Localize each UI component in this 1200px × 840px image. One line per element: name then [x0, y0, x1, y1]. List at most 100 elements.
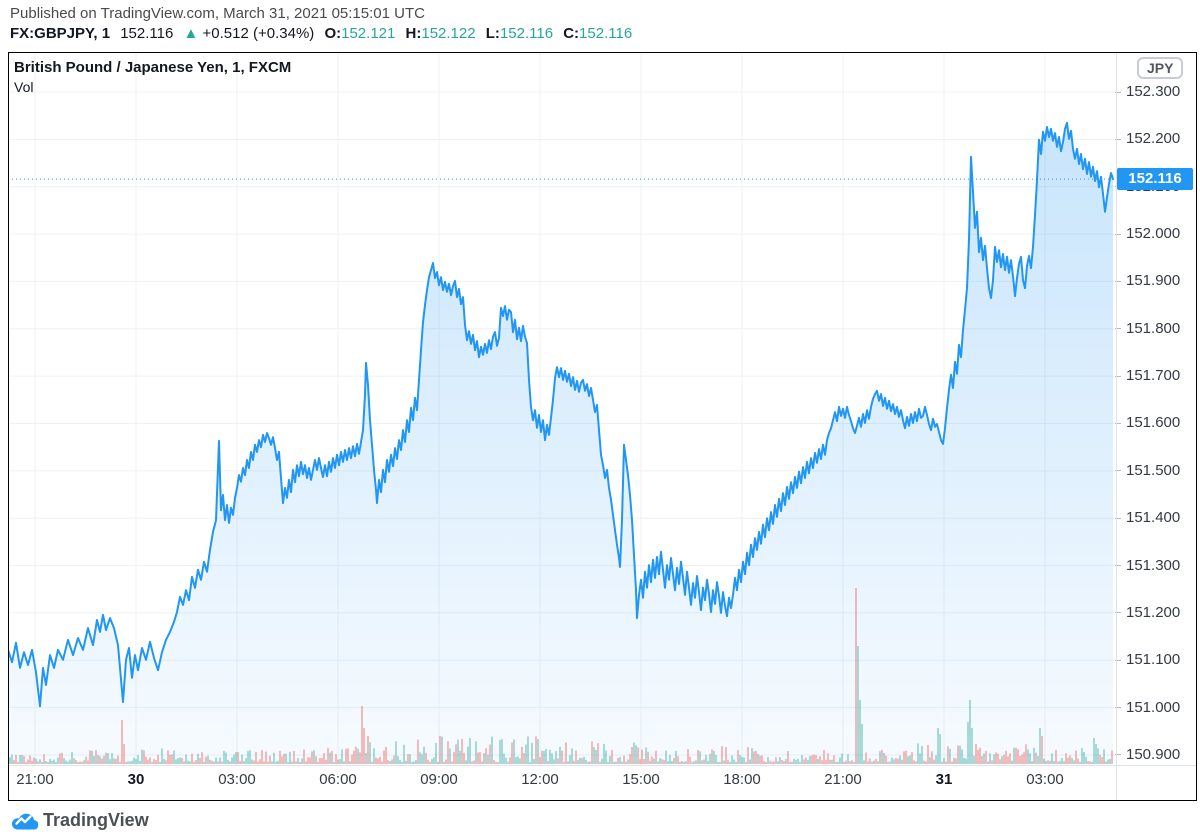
y-axis-tick	[1115, 91, 1121, 93]
y-axis-tick	[1115, 707, 1121, 709]
volume-bar	[357, 748, 359, 764]
volume-bar	[117, 755, 119, 764]
volume-bar	[439, 736, 441, 764]
volume-bar	[1111, 750, 1113, 764]
volume-bar	[559, 746, 561, 764]
volume-bar	[927, 744, 929, 764]
volume-bar	[601, 758, 603, 764]
volume-bar	[401, 761, 403, 764]
volume-bar	[51, 760, 53, 764]
volume-bar	[763, 761, 765, 764]
volume-bar	[479, 752, 481, 764]
tradingview-logo[interactable]: TradingView	[10, 806, 149, 834]
volume-bar	[259, 759, 261, 764]
volume-bar	[241, 754, 243, 764]
volume-bar	[215, 757, 217, 764]
y-axis-label: 151.800	[1126, 319, 1181, 337]
volume-bar	[801, 755, 803, 764]
volume-bar	[895, 757, 897, 764]
volume-bar	[857, 646, 859, 764]
volume-bar	[623, 755, 625, 764]
volume-bar	[1065, 753, 1067, 764]
volume-bar	[435, 742, 437, 764]
volume-bar	[1097, 748, 1099, 764]
volume-bar	[819, 756, 821, 764]
volume-bar	[221, 761, 223, 764]
volume-bar	[95, 750, 97, 764]
volume-bar	[411, 762, 413, 764]
volume-bar	[231, 757, 233, 764]
volume-bar	[649, 760, 651, 764]
volume-bar	[321, 758, 323, 764]
volume-bar	[391, 759, 393, 764]
volume-bar	[345, 748, 347, 764]
volume-bar	[141, 749, 143, 764]
volume-bar	[643, 759, 645, 764]
volume-bar	[187, 760, 189, 764]
tradingview-wordmark: TradingView	[43, 809, 149, 830]
volume-bar	[19, 755, 21, 764]
volume-bar	[667, 761, 669, 764]
volume-bar	[647, 751, 649, 764]
volume-bar	[991, 760, 993, 764]
volume-bar	[515, 757, 517, 764]
volume-bar	[445, 759, 447, 764]
volume-bar	[29, 755, 31, 764]
volume-bar	[799, 762, 801, 764]
volume-bar	[709, 753, 711, 764]
volume-bar	[657, 761, 659, 764]
volume-bar	[551, 753, 553, 764]
volume-bar	[315, 756, 317, 764]
volume-bar	[195, 760, 197, 764]
volume-bar	[1051, 753, 1053, 764]
volume-bar	[805, 757, 807, 764]
volume-bar	[1069, 755, 1071, 764]
volume-bar	[121, 720, 123, 764]
volume-bar	[909, 755, 911, 764]
volume-bar	[1093, 738, 1095, 764]
volume-bar	[915, 761, 917, 764]
volume-bar	[933, 759, 935, 764]
volume-bar	[571, 748, 573, 764]
volume-bar	[109, 759, 111, 764]
volume-bar	[833, 755, 835, 764]
volume-bar	[351, 754, 353, 764]
y-axis-label: 151.300	[1126, 556, 1181, 574]
volume-bar	[1029, 753, 1031, 764]
volume-bar	[365, 752, 367, 764]
volume-bar	[621, 761, 623, 764]
volume-bar	[653, 758, 655, 764]
y-axis-tick	[1115, 138, 1121, 140]
y-axis-tick	[1115, 754, 1121, 756]
volume-bar	[83, 760, 85, 764]
x-axis-label: 12:00	[521, 771, 559, 788]
volume-bar	[669, 754, 671, 764]
volume-bar	[715, 755, 717, 764]
volume-bar	[703, 759, 705, 764]
volume-bar	[269, 755, 271, 764]
volume-bar	[823, 750, 825, 764]
volume-bar	[737, 750, 739, 764]
volume-bar	[771, 761, 773, 764]
volume-bar	[1045, 760, 1047, 764]
volume-bar	[969, 700, 971, 764]
volume-bar	[761, 755, 763, 764]
volume-bar	[87, 760, 89, 764]
volume-bar	[755, 750, 757, 764]
volume-bar	[375, 757, 377, 764]
volume-bar	[767, 757, 769, 764]
volume-bar	[101, 758, 103, 764]
volume-bar	[65, 760, 67, 764]
volume-bar	[869, 758, 871, 764]
volume-bar	[289, 751, 291, 764]
volume-bar	[765, 762, 767, 764]
volume-bar	[997, 753, 999, 764]
volume-bar	[863, 760, 865, 764]
volume-bar	[185, 754, 187, 764]
volume-bar	[679, 761, 681, 764]
volume-bar	[683, 761, 685, 764]
volume-bar	[25, 762, 27, 764]
volume-bar	[687, 749, 689, 764]
volume-bar	[1017, 749, 1019, 764]
y-axis-tick	[1115, 375, 1121, 377]
